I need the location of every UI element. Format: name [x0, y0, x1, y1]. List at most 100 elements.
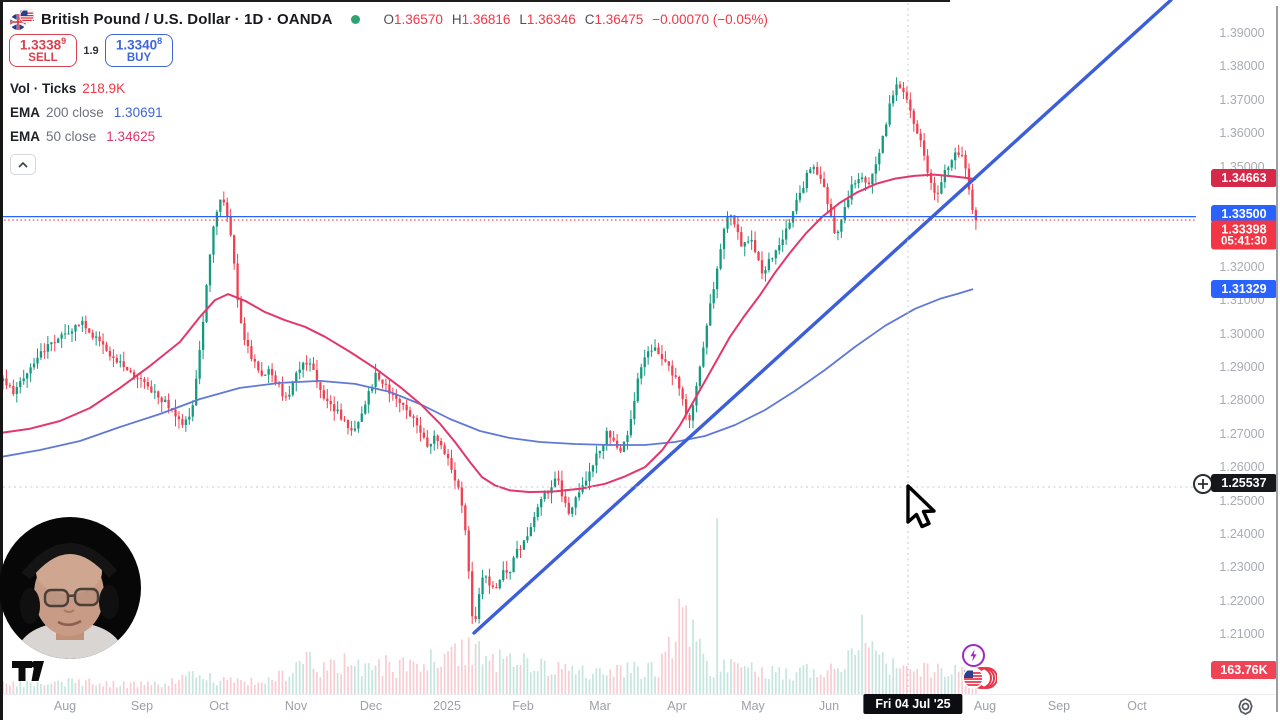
candle-body: [560, 480, 564, 497]
countdown-timer: 05:41:30: [1220, 235, 1268, 248]
indicator-legend: Vol · Ticks 218.9K EMA 200 close 1.30691…: [10, 76, 163, 175]
candle-body: [322, 390, 325, 399]
candle-body: [395, 395, 398, 399]
time-axis-label: Aug: [973, 699, 997, 713]
volume-bar: [806, 664, 808, 694]
volume-bar: [50, 683, 53, 694]
volume-bar: [243, 681, 246, 694]
candle-body: [771, 258, 774, 260]
candle-body: [63, 333, 67, 335]
volume-bar: [702, 653, 705, 694]
volume-bar: [571, 665, 574, 694]
candle-body: [57, 338, 60, 343]
candle-body: [740, 232, 743, 247]
tradingview-logo-icon: [11, 659, 47, 685]
candle-body: [909, 99, 912, 111]
candle-body: [567, 502, 570, 514]
candle-body: [70, 331, 74, 334]
candle-body: [726, 217, 729, 229]
candle-body: [43, 351, 46, 353]
volume-bar: [167, 685, 170, 694]
candle-body: [129, 370, 132, 373]
candle-body: [146, 382, 150, 387]
volume-bar: [895, 668, 898, 694]
candle-body: [167, 399, 170, 409]
volume-bar: [692, 619, 694, 694]
candle-body: [112, 356, 115, 358]
volume-bar: [792, 680, 794, 694]
volume-bar: [847, 650, 850, 694]
volume-bar: [733, 661, 736, 694]
volume-bar: [133, 681, 135, 694]
volume-bar: [740, 667, 743, 694]
volume-legend-row[interactable]: Vol · Ticks 218.9K: [10, 80, 126, 96]
sell-button[interactable]: 1.33389 SELL: [9, 34, 77, 67]
candle-body: [788, 222, 791, 229]
candle-body: [564, 496, 567, 503]
volume-bar: [850, 648, 853, 694]
candle-body: [315, 369, 319, 383]
candle-body: [481, 577, 484, 595]
lightning-alert-icon[interactable]: [961, 643, 986, 668]
time-axis-label: Apr: [667, 699, 687, 713]
volume-bar: [2, 681, 4, 694]
volume-bar: [178, 680, 180, 694]
volume-bar: [33, 686, 35, 694]
volume-bar: [550, 674, 553, 694]
candle-body: [747, 241, 750, 243]
ema200-legend-row[interactable]: EMA 200 close 1.30691: [10, 104, 163, 120]
volume-bar: [902, 665, 905, 694]
collapse-legend-button[interactable]: [10, 154, 36, 175]
volume-bar: [298, 661, 301, 694]
volume-bar: [350, 665, 353, 694]
candle-body: [415, 417, 419, 426]
volume-bar: [830, 663, 832, 694]
economic-events-flag-icon[interactable]: [961, 666, 997, 690]
volume-bar: [381, 675, 384, 694]
price-tick-label: 1.25000: [1219, 493, 1265, 508]
candle-body: [947, 167, 950, 170]
volume-bar: [67, 678, 70, 694]
volume-bar: [429, 649, 432, 694]
volume-bar: [574, 674, 577, 694]
volume-bar: [592, 673, 594, 694]
candle-body: [388, 384, 391, 394]
candle-body: [371, 386, 374, 391]
candle-body: [550, 487, 553, 494]
volume-bar: [678, 598, 681, 694]
volume-bar: [423, 664, 425, 694]
time-axis-settings-gear-icon[interactable]: [1236, 697, 1255, 716]
candle-body: [12, 386, 15, 394]
order-panel: 1.33389 SELL 1.9 1.33408 BUY: [9, 34, 173, 67]
candle-body: [598, 450, 601, 454]
volume-bar: [737, 663, 739, 694]
ema50-label: 1.34663: [1211, 168, 1277, 187]
ema50-legend-row[interactable]: EMA 50 close 1.34625: [10, 128, 156, 144]
candle-body: [712, 289, 715, 304]
time-axis-label: Mar: [589, 699, 611, 713]
ema50-value: 1.34625: [106, 128, 156, 144]
candle-body: [622, 441, 626, 452]
candle-body: [270, 369, 274, 376]
candle-body: [650, 350, 653, 352]
trendline: [472, 0, 1173, 635]
candle-body: [591, 465, 595, 472]
candle-body: [77, 324, 81, 326]
volume-label: 163.76K: [1211, 661, 1277, 679]
volume-bar: [474, 643, 477, 694]
add-alert-plus-icon[interactable]: [1193, 474, 1213, 494]
candle-body: [888, 103, 891, 125]
volume-bar: [443, 653, 446, 694]
volume-bar: [95, 685, 97, 694]
candle-body: [226, 202, 229, 217]
volume-bar: [419, 671, 422, 694]
candle-body: [595, 453, 598, 466]
volume-bar: [937, 663, 939, 694]
buy-button[interactable]: 1.33408 BUY: [105, 34, 173, 67]
volume-bar: [588, 679, 591, 694]
volume-bar: [609, 669, 612, 694]
symbol-title[interactable]: British Pound / U.S. Dollar · 1D · OANDA: [41, 10, 333, 28]
candle-body: [312, 363, 315, 370]
volume-bar: [233, 682, 235, 694]
